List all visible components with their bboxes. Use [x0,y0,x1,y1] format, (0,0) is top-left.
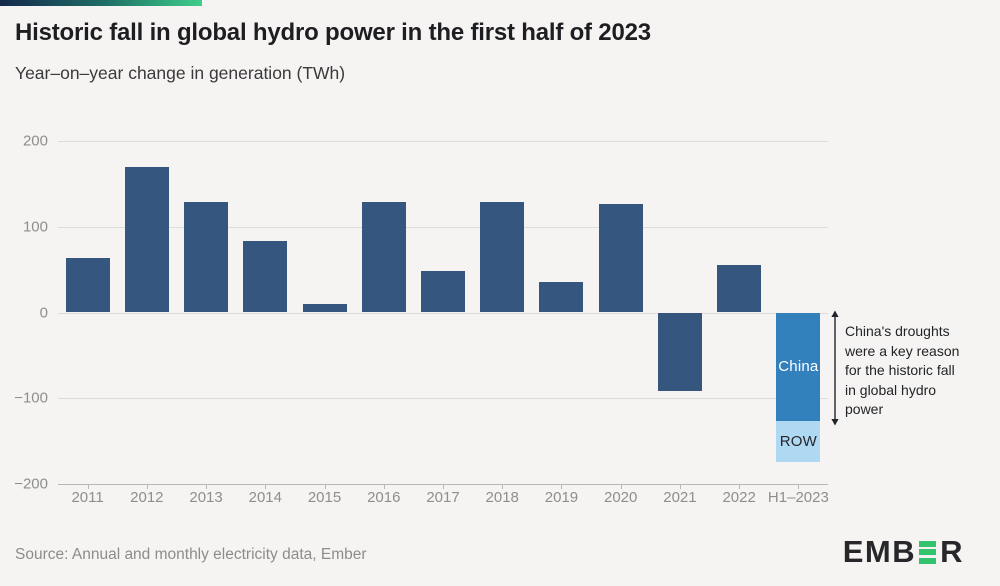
ember-logo-text-right: R [940,534,964,569]
x-axis-label-2021: 2021 [663,489,697,506]
x-axis-tick [384,484,385,489]
annotation-range-arrow-icon [831,310,839,426]
x-axis-label-2020: 2020 [604,489,638,506]
ember-logo-text-left: EMB [842,534,917,569]
x-axis-label-H1–2023: H1–2023 [767,489,829,506]
y-axis-tick-label: −100 [14,389,48,407]
chart-title: Historic fall in global hydro power in t… [15,19,651,46]
x-axis-label-2011: 2011 [71,489,104,506]
x-axis-label-2018: 2018 [485,489,519,506]
bar-segment-2012 [124,166,169,313]
bar-segment-2022 [717,265,762,313]
bar-segment-china: China [776,312,821,421]
bar-segment-2016 [361,201,406,313]
brand-gradient-bar [0,0,202,6]
x-axis-tick [621,484,622,489]
bar-segment-2011 [65,258,110,313]
bar-segment-row: ROW [776,420,821,462]
bar-segment-2021 [657,312,702,392]
x-axis-tick [798,484,799,489]
x-axis-tick [680,484,681,489]
bar-segment-2014 [243,241,288,313]
y-axis-tick-label: −200 [14,475,48,493]
y-axis-tick-label: 0 [39,304,48,322]
x-axis-tick [443,484,444,489]
bar-segment-2017 [421,271,465,313]
x-axis-label-2022: 2022 [722,489,756,506]
bar-segment-2013 [184,201,229,313]
gridline-200 [58,141,828,142]
x-axis-label-2017: 2017 [426,489,460,506]
gridline-0 [58,313,828,314]
x-axis-label-2014: 2014 [248,489,282,506]
gridline--100 [58,398,828,399]
x-axis-tick [325,484,326,489]
x-axis-label-2016: 2016 [367,489,401,506]
x-axis-tick [206,484,207,489]
y-axis-tick-label: 200 [22,132,48,150]
x-axis-tick [739,484,740,489]
chart-subtitle: Year–on–year change in generation (TWh) [15,63,346,83]
x-axis-tick [561,484,562,489]
x-axis-tick [502,484,503,489]
bar-segment-2018 [480,201,525,313]
x-axis-label-2015: 2015 [307,489,342,506]
x-axis-label-2012: 2012 [130,489,164,506]
source-note: Source: Annual and monthly electricity d… [15,546,367,563]
x-axis-label-2019: 2019 [544,489,579,506]
x-axis-tick [265,484,266,489]
bar-segment-2015 [302,303,347,313]
bar-segment-2019 [539,281,584,313]
bar-inner-label: ROW [779,432,817,450]
x-axis-tick [147,484,148,489]
gridline-100 [58,227,828,228]
x-axis-label-2013: 2013 [189,489,223,506]
y-axis-tick-label: 100 [22,218,48,236]
x-axis-tick [88,484,89,489]
annotation-text: China's droughts were a key reason for t… [845,323,960,417]
ember-logo: EMB R [842,534,964,569]
ember-logo-green-e-icon [919,540,937,564]
bar-segment-2020 [598,203,643,313]
bar-inner-label: China [778,358,819,376]
